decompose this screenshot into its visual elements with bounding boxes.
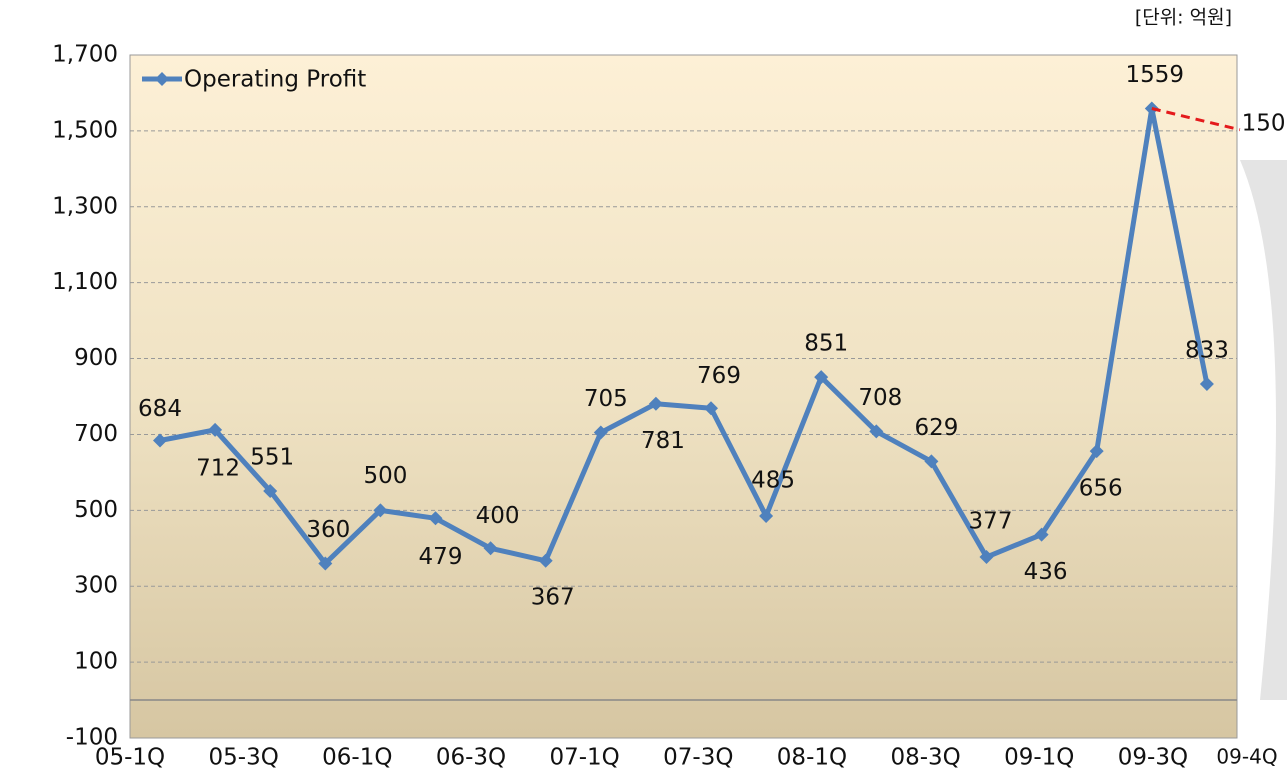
- y-tick-label: 1,500: [52, 117, 118, 143]
- y-tick-label: 1,300: [52, 193, 118, 219]
- data-label: 656: [1079, 476, 1123, 502]
- data-label: 400: [476, 503, 520, 529]
- data-label: 769: [697, 363, 741, 389]
- data-label: 479: [419, 544, 463, 570]
- x-tick-label: 06-3Q: [436, 745, 506, 771]
- x-tick-label: 08-3Q: [890, 745, 960, 771]
- marker: [153, 433, 167, 448]
- marker: [1089, 444, 1104, 459]
- data-label: 708: [858, 385, 902, 411]
- marker: [318, 556, 333, 571]
- marker: [759, 509, 774, 524]
- data-label: 833: [1185, 337, 1229, 363]
- data-label: 1503: [1242, 110, 1287, 136]
- x-tick-label: 06-1Q: [322, 745, 392, 771]
- marker: [924, 454, 939, 469]
- data-label: 629: [914, 415, 958, 441]
- y-tick-label: -100: [66, 725, 118, 751]
- marker: [1034, 527, 1049, 542]
- marker: [869, 424, 884, 439]
- data-label: 551: [250, 444, 294, 470]
- data-label: 485: [751, 468, 795, 494]
- y-tick-label: 100: [74, 649, 118, 675]
- y-tick-label: 300: [74, 573, 118, 599]
- legend-marker: [155, 72, 169, 86]
- x-tick-label: 05-1Q: [95, 745, 165, 771]
- plot-area: [129, 54, 1238, 739]
- data-label: 781: [641, 428, 685, 454]
- y-tick-label: 500: [74, 497, 118, 523]
- data-label: 712: [196, 455, 240, 481]
- marker: [208, 422, 223, 437]
- y-tick-label: 900: [74, 345, 118, 371]
- decoration: [1240, 160, 1287, 700]
- x-tick-label: 07-1Q: [549, 745, 619, 771]
- legend-label: Operating Profit: [184, 67, 366, 93]
- data-label: 1559: [1126, 62, 1185, 88]
- y-tick-label: 1,100: [52, 269, 118, 295]
- x-tick-label: 09-4Q: [1216, 745, 1277, 769]
- y-tick-label: 1,700: [52, 42, 118, 68]
- unit-note: [단위: 억원]: [1135, 7, 1232, 29]
- x-tick-label: 07-3Q: [663, 745, 733, 771]
- marker: [648, 396, 663, 411]
- marker: [1199, 376, 1214, 391]
- series-line: [159, 106, 1210, 566]
- marker: [428, 511, 443, 526]
- data-label: 500: [363, 463, 407, 489]
- marker: [704, 401, 718, 416]
- x-tick-label: 09-1Q: [1004, 745, 1074, 771]
- data-label: 705: [584, 386, 628, 412]
- data-label: 436: [1024, 559, 1068, 585]
- data-label: 377: [969, 509, 1013, 535]
- x-tick-label: 08-1Q: [777, 745, 847, 771]
- marker: [483, 541, 498, 556]
- marker: [373, 503, 388, 518]
- marker: [593, 425, 608, 440]
- marker: [979, 550, 994, 565]
- x-tick-label: 09-3Q: [1118, 745, 1188, 771]
- trend-line: [1151, 107, 1241, 132]
- data-label: 851: [804, 331, 848, 357]
- x-tick-label: 05-3Q: [209, 745, 279, 771]
- data-label: 684: [138, 396, 182, 422]
- marker: [538, 553, 553, 568]
- data-label: 360: [306, 517, 350, 543]
- marker: [814, 370, 829, 385]
- y-tick-label: 700: [74, 421, 118, 447]
- marker: [263, 483, 278, 498]
- data-label: 367: [531, 584, 575, 610]
